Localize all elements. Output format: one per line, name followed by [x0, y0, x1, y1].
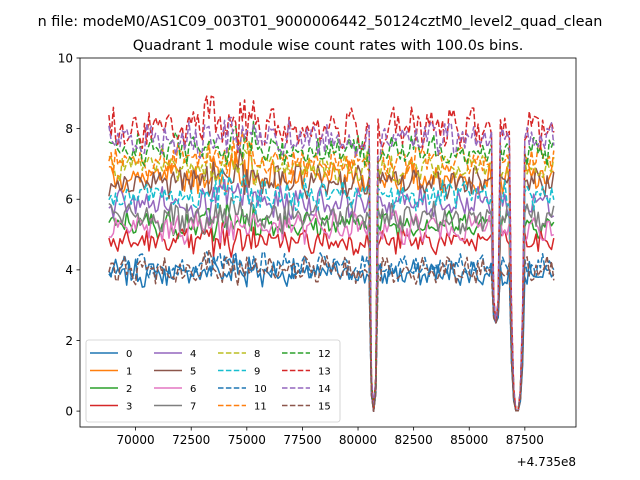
series-line-14: [108, 116, 555, 412]
legend-label-9: 9: [254, 366, 260, 377]
legend-label-0: 0: [126, 349, 132, 360]
legend-label-4: 4: [190, 349, 196, 360]
series-line-12: [108, 120, 555, 412]
series-line-6: [108, 210, 555, 412]
series-line-9: [108, 168, 555, 412]
y-tick-label: 4: [65, 263, 73, 277]
legend-label-3: 3: [126, 401, 132, 412]
x-tick-label: 75000: [228, 433, 266, 447]
series-line-10: [108, 250, 555, 412]
x-tick-label: 77500: [283, 433, 321, 447]
x-tick-label: 87500: [506, 433, 544, 447]
legend-label-2: 2: [126, 384, 132, 395]
y-tick-label: 2: [65, 334, 73, 348]
legend-label-5: 5: [190, 366, 196, 377]
legend-label-11: 11: [254, 401, 267, 412]
x-tick-label: 80000: [339, 433, 377, 447]
chart-suptitle: n file: modeM0/AS1C09_003T01_9000006442_…: [38, 14, 603, 30]
legend-label-15: 15: [318, 401, 331, 412]
legend-label-12: 12: [318, 349, 331, 360]
series-line-11: [108, 131, 555, 412]
series-line-3: [108, 222, 555, 412]
plot-frame: [79, 57, 577, 428]
legend-label-8: 8: [254, 349, 260, 360]
legend-label-6: 6: [190, 384, 196, 395]
legend-label-13: 13: [318, 366, 331, 377]
series-line-7: [108, 196, 555, 412]
legend-label-7: 7: [190, 401, 196, 412]
x-offset-label: +4.735e8: [517, 455, 576, 469]
x-tick-label: 70000: [117, 433, 155, 447]
series-line-13: [108, 95, 555, 412]
series-line-5: [108, 148, 555, 412]
legend-label-1: 1: [126, 366, 132, 377]
series-line-15: [108, 249, 555, 412]
legend-label-10: 10: [254, 384, 267, 395]
y-tick-label: 6: [65, 193, 73, 207]
x-tick-label: 85000: [450, 433, 488, 447]
legend-box: [85, 339, 341, 423]
y-tick-label: 0: [65, 404, 73, 418]
legend-label-14: 14: [318, 384, 331, 395]
chart-title: Quadrant 1 module wise count rates with …: [133, 38, 524, 54]
y-tick-label: 8: [65, 122, 73, 136]
y-tick-label: 10: [58, 51, 73, 65]
x-tick-label: 82500: [395, 433, 433, 447]
x-tick-label: 72500: [172, 433, 210, 447]
series-line-8: [108, 140, 555, 412]
